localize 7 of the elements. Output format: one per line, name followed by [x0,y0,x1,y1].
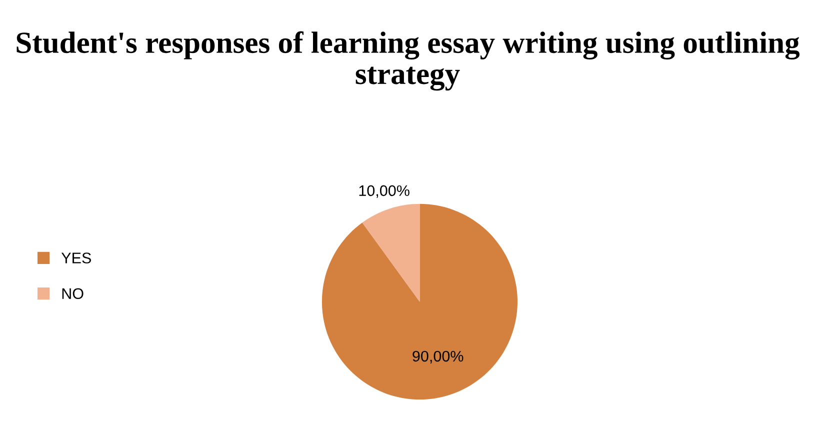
legend-label: YES [61,252,91,264]
pie-slice [322,204,518,400]
data-label: 90,00% [412,350,464,364]
data-label: 10,00% [359,185,410,198]
legend-label: NO [62,288,84,300]
chart-title: Student's responses of learning essay writing using outlining strategy [16,31,800,91]
pie-slice [362,204,420,302]
